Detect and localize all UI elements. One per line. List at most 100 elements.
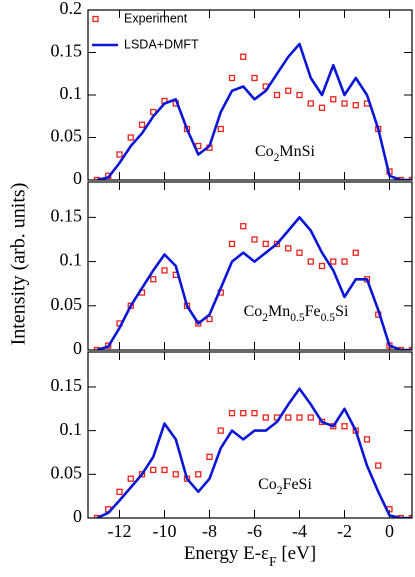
- x-tick-label: -8: [202, 521, 217, 541]
- y-tick-label: 0: [73, 506, 82, 526]
- data-point: [285, 245, 292, 252]
- panel-label: Co2MnSi: [255, 143, 316, 164]
- y-tick-label: 0.15: [51, 41, 83, 61]
- y-tick-label: 0.1: [60, 83, 83, 103]
- x-axis-label: Energy E-εF [eV]: [184, 543, 316, 568]
- data-point: [352, 249, 359, 256]
- data-point: [330, 96, 337, 103]
- data-point: [228, 410, 236, 417]
- panel-label-part: Co: [255, 143, 274, 160]
- data-point: [161, 267, 168, 274]
- y-tick-label: 0: [73, 338, 82, 358]
- data-point: [251, 236, 258, 243]
- panel-label-part: MnSi: [279, 143, 315, 160]
- y-tick-label: 0.05: [51, 462, 83, 482]
- data-point: [296, 414, 303, 421]
- data-point: [116, 488, 123, 495]
- panel-label-part: Co: [244, 303, 263, 320]
- y-tick-label: 0.2: [60, 0, 83, 18]
- data-point: [296, 91, 303, 99]
- panel-label-part: 2: [277, 485, 283, 497]
- legend-label: Experiment: [124, 11, 188, 25]
- data-point: [251, 74, 258, 82]
- plot-frame: [87, 181, 413, 351]
- data-point: [296, 249, 303, 256]
- data-point: [273, 240, 281, 248]
- data-point: [375, 462, 382, 469]
- data-point: [307, 100, 314, 107]
- panel-label-part: Fe: [305, 303, 321, 320]
- data-line: [96, 387, 412, 518]
- x-tick-label: -6: [247, 521, 262, 541]
- plot-frame: [87, 9, 413, 181]
- data-point: [172, 471, 179, 478]
- data-point: [262, 240, 269, 248]
- panel-label-part: 2: [262, 312, 268, 324]
- data-point: [240, 223, 247, 230]
- data-point: [307, 258, 314, 265]
- panel-label: Co2Mn0.5Fe0.5Si: [244, 303, 349, 324]
- panel-label-part: FeSi: [283, 476, 313, 493]
- data-point: [397, 176, 404, 180]
- data-point: [161, 466, 168, 474]
- data-point: [307, 414, 314, 421]
- y-tick-label: 0.05: [51, 126, 83, 146]
- data-line: [96, 216, 412, 350]
- data-point: [341, 100, 348, 107]
- data-point: [363, 436, 371, 443]
- x-tick-label: -12: [108, 521, 132, 541]
- data-point: [318, 262, 326, 270]
- legend-marker: [92, 15, 99, 23]
- data-point: [285, 414, 292, 421]
- data-point: [127, 134, 134, 141]
- data-point: [240, 53, 247, 60]
- y-tick-label: 0.05: [51, 294, 83, 314]
- x-tick-label: -2: [337, 521, 352, 541]
- data-point: [206, 453, 213, 460]
- data-point: [206, 315, 213, 323]
- data-point: [150, 466, 157, 474]
- x-axis-label-part: Energy E-ε: [184, 543, 269, 564]
- data-point: [397, 514, 404, 518]
- data-point: [150, 276, 157, 283]
- data-point: [127, 475, 134, 482]
- data-point: [138, 471, 146, 478]
- data-point: [341, 258, 348, 265]
- panel-label-part: 0.5: [321, 312, 336, 324]
- data-point: [341, 423, 348, 430]
- y-tick-label: 0.1: [60, 250, 83, 270]
- data-point: [93, 514, 101, 518]
- x-tick-label: 0: [385, 521, 394, 541]
- x-axis-label-part: F: [269, 554, 277, 569]
- data-point: [93, 176, 101, 180]
- y-tick-label: 0: [73, 168, 82, 188]
- data-point: [397, 346, 404, 350]
- data-point: [352, 102, 359, 109]
- data-point: [217, 427, 224, 434]
- data-point: [195, 320, 202, 327]
- panel-label: Co2FeSi: [258, 476, 312, 497]
- x-tick-label: -10: [153, 521, 177, 541]
- data-line: [96, 42, 412, 180]
- y-axis-label: Intensity (arb. units): [8, 183, 30, 346]
- panel-label-part: Co: [258, 476, 277, 493]
- x-axis-label-part: [eV]: [277, 543, 317, 564]
- data-point: [330, 258, 337, 265]
- data-point: [318, 104, 326, 111]
- data-point: [195, 471, 202, 478]
- y-tick-label: 0.15: [51, 375, 83, 395]
- data-point: [138, 121, 146, 128]
- legend-label: LSDA+DMFT: [124, 37, 199, 51]
- data-point: [105, 342, 112, 349]
- plot-frame: [87, 351, 413, 519]
- data-point: [116, 151, 123, 158]
- y-tick-label: 0.1: [60, 419, 83, 439]
- data-point: [228, 74, 236, 82]
- panel-label-part: Mn: [268, 303, 290, 320]
- data-point: [251, 410, 258, 417]
- data-point: [285, 87, 292, 94]
- y-tick-label: 0.15: [51, 205, 83, 225]
- data-point: [217, 125, 224, 133]
- panel-label-part: 0.5: [290, 312, 305, 324]
